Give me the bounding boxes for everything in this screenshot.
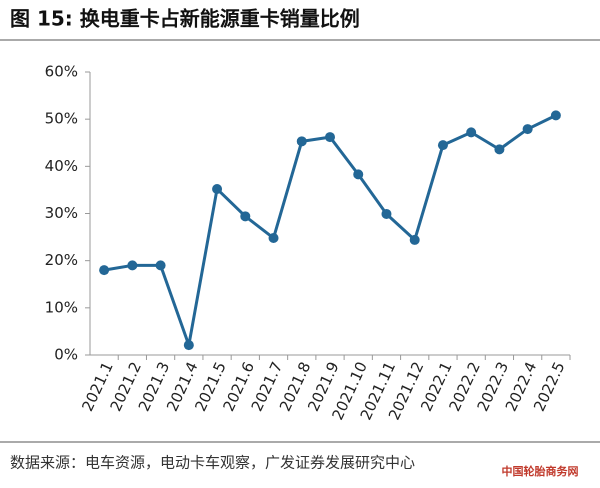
point [127,260,138,271]
y-tick-label: 10% [45,298,78,316]
line-series [103,114,557,347]
y-tick-label: 50% [45,110,78,128]
point [212,183,223,194]
point [381,208,392,219]
point [155,260,166,271]
point [240,211,251,222]
point [550,110,561,121]
point [183,340,194,351]
point [522,124,533,135]
point [325,132,335,143]
watermark: 中国轮胎商务网 [502,464,579,478]
point [437,140,448,151]
y-tick-label: 60% [45,63,78,81]
point [268,233,279,244]
point [99,265,110,276]
y-tick-label: 30% [45,204,78,222]
point [409,234,420,245]
y-tick-label: 0% [54,346,78,364]
chart-title: 图 15: 换电重卡占新能源重卡销量比例 [10,7,360,31]
point [296,136,307,147]
point [494,144,505,155]
point [466,127,477,138]
y-tick-label: 40% [45,157,78,175]
point [353,169,364,180]
y-tick-label: 20% [45,251,78,269]
source-note: 数据来源：电车资源，电动卡车观察，广发证券发展研究中心 [10,454,415,472]
